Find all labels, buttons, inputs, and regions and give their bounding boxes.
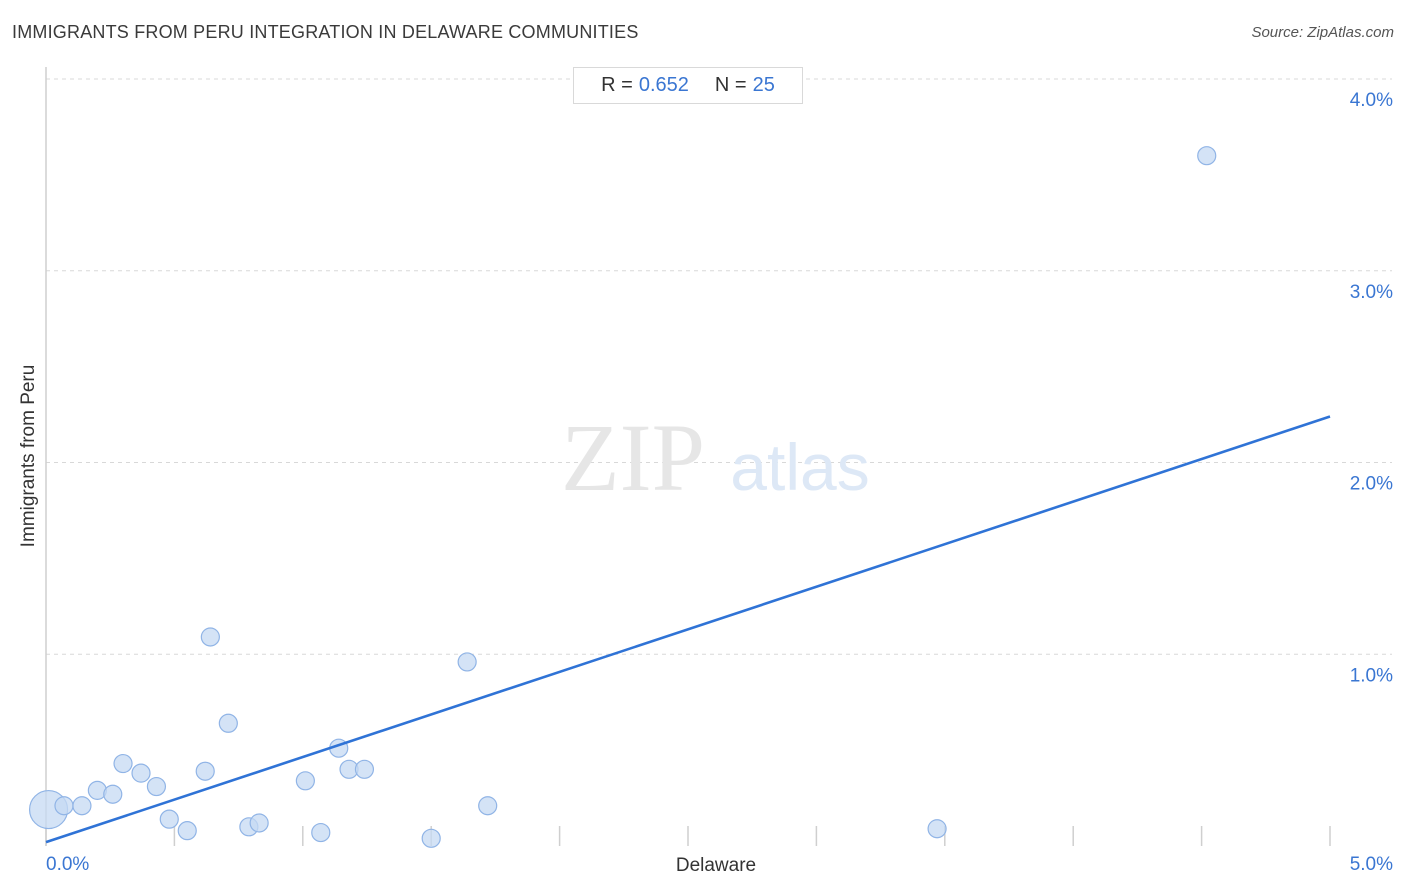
data-point: [249, 813, 269, 833]
data-point: [478, 796, 498, 816]
y-tick-label: 1.0%: [1350, 665, 1393, 686]
y-tick-label: 2.0%: [1350, 474, 1393, 495]
y-axis-label: Immigrants from Peru: [18, 365, 39, 548]
y-tick-label: 4.0%: [1350, 90, 1393, 111]
x-axis-label: Delaware: [676, 855, 756, 876]
data-point: [103, 784, 123, 804]
data-point: [54, 796, 74, 816]
watermark: ZIP atlas: [561, 404, 870, 511]
n-value: 25: [752, 74, 775, 96]
data-point: [354, 759, 375, 779]
source-credit: Source: ZipAtlas.com: [1251, 24, 1394, 41]
data-point: [295, 771, 315, 791]
data-point: [131, 763, 151, 783]
data-point: [421, 828, 441, 848]
data-point: [159, 809, 179, 829]
data-point: [1197, 146, 1217, 166]
data-point: [72, 796, 92, 816]
data-point: [177, 821, 197, 841]
data-point: [200, 627, 220, 647]
correlation-stats: R = 0.652 N = 25: [573, 67, 803, 104]
data-points: [28, 146, 1217, 848]
r-label: R =: [601, 74, 633, 96]
gridlines: [46, 78, 1392, 655]
data-point: [457, 652, 477, 672]
data-point: [195, 761, 215, 781]
watermark-atlas: atlas: [730, 430, 869, 504]
x-tick-label: 0.0%: [46, 854, 89, 875]
r-value: 0.652: [638, 74, 689, 96]
trendline: [45, 415, 1331, 844]
watermark-zip: ZIP: [561, 404, 705, 511]
chart-title: IMMIGRANTS FROM PERU INTEGRATION IN DELA…: [12, 22, 639, 42]
data-point: [311, 822, 331, 843]
data-point: [146, 776, 167, 797]
data-point: [927, 819, 947, 839]
n-label: N =: [714, 74, 747, 96]
data-point: [218, 713, 238, 733]
tick-labels: 1.0% 2.0% 3.0% 4.0% 0.0% 5.0%: [46, 90, 1393, 875]
axes: [45, 67, 1331, 846]
x-tick-label: 5.0%: [1350, 854, 1393, 875]
trendline-group: [45, 415, 1331, 844]
data-point: [113, 753, 133, 774]
y-tick-label: 3.0%: [1350, 282, 1393, 303]
